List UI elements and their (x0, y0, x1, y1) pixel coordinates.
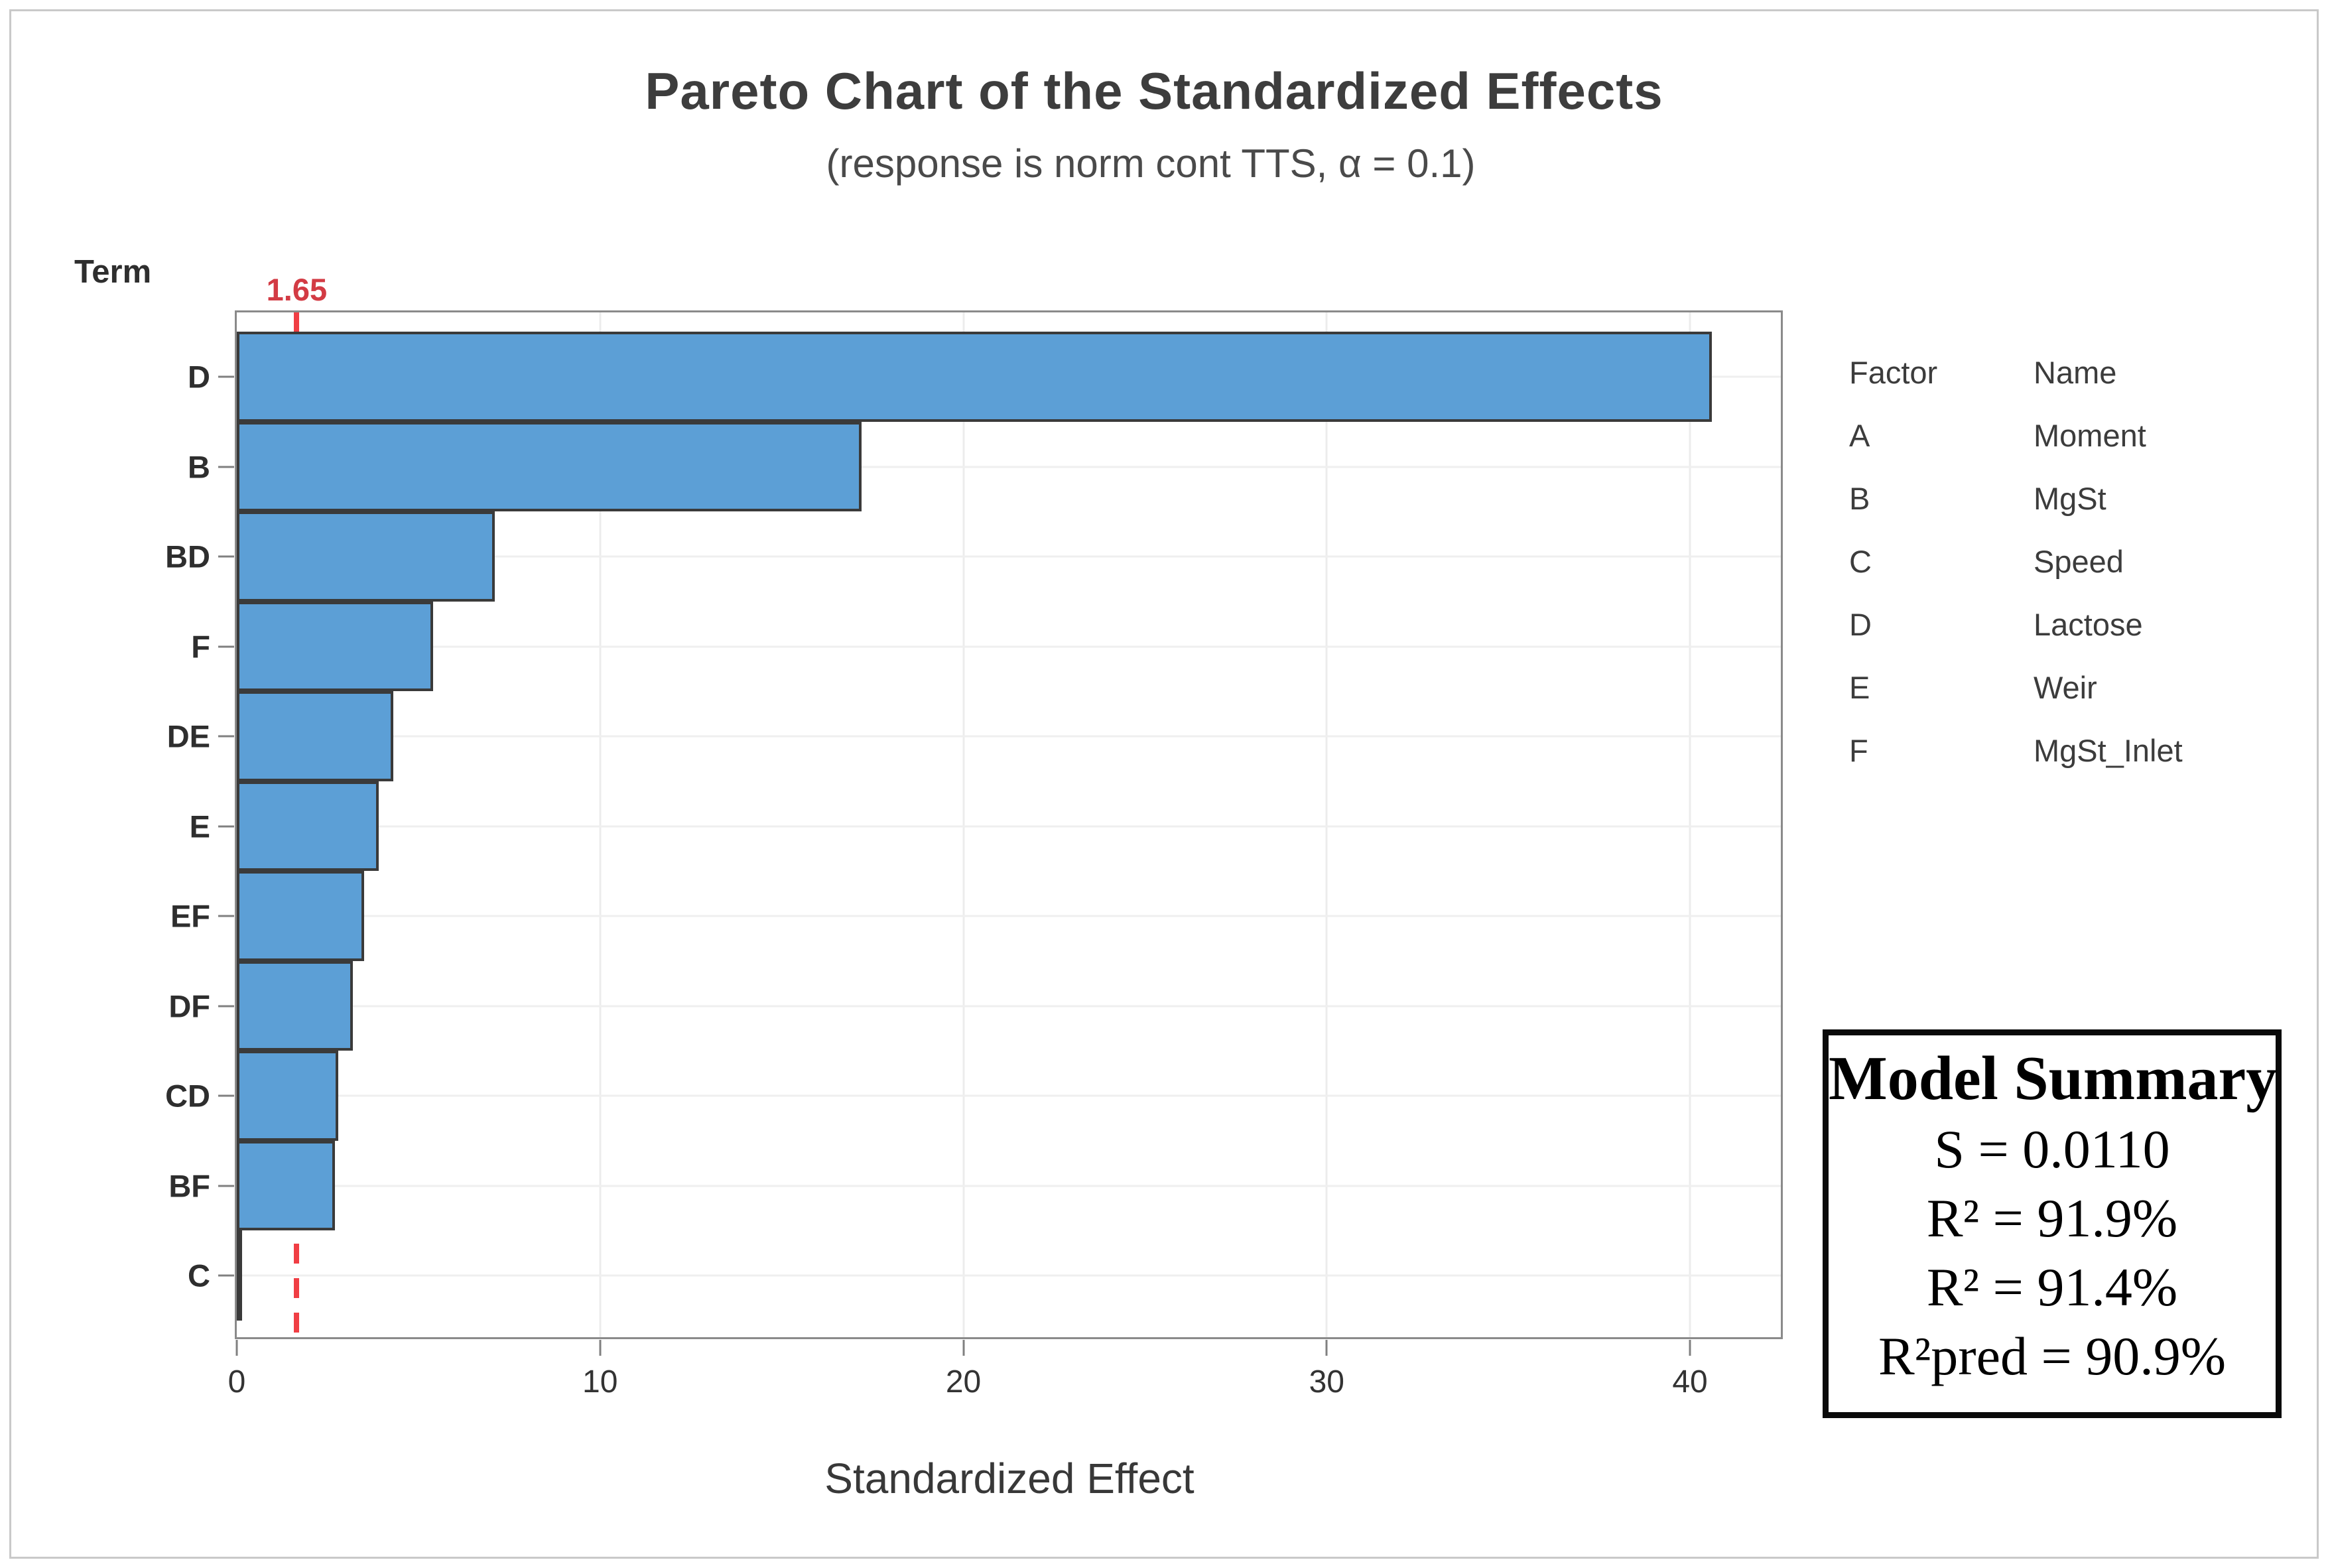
y-axis-tick (218, 555, 234, 558)
bar-C (237, 1230, 242, 1321)
model-summary-title: Model Summary (1829, 1044, 2278, 1113)
term-label-DE: DE (166, 718, 210, 754)
legend-factor-D: D (1849, 607, 1872, 642)
x-tick-label-0: 0 (227, 1364, 246, 1400)
horizontal-gridline (237, 555, 1781, 558)
horizontal-gridline (237, 645, 1781, 648)
reference-line-label: 1.65 (266, 272, 328, 307)
model-summary-line-3: R² = 91.4% (1926, 1257, 2178, 1317)
vertical-gridline (599, 312, 602, 1337)
x-tick-label-10: 10 (582, 1364, 618, 1400)
y-axis-tick (218, 1185, 234, 1187)
legend-header-name: Name (2034, 355, 2117, 390)
horizontal-gridline (237, 735, 1781, 738)
bar-row-E (237, 781, 1781, 872)
y-axis-tick (218, 1274, 234, 1277)
bar-CD (237, 1051, 339, 1141)
bar-row-BF (237, 1140, 1781, 1231)
y-axis-tick (218, 1005, 234, 1008)
y-axis-tick (218, 466, 234, 468)
y-axis-tick (218, 915, 234, 917)
x-axis-tick (962, 1340, 965, 1356)
term-label-DF: DF (168, 988, 210, 1024)
legend-name-B: MgSt (2034, 481, 2106, 516)
legend-name-A: Moment (2034, 418, 2146, 453)
x-axis-tick (1689, 1340, 1691, 1356)
vertical-gridline (962, 312, 965, 1337)
bar-D (237, 332, 1712, 422)
legend-factor-A: A (1849, 418, 1870, 453)
legend-factor-B: B (1849, 481, 1870, 516)
term-label-F: F (191, 629, 210, 665)
x-tick-label-20: 20 (945, 1364, 982, 1400)
term-label-C: C (188, 1258, 210, 1293)
term-label-CD: CD (165, 1078, 210, 1114)
term-label-EF: EF (170, 898, 210, 934)
legend-factor-F: F (1849, 733, 1868, 768)
vertical-gridline (1325, 312, 1328, 1337)
y-axis-tick (218, 645, 234, 648)
y-axis-title: Term (74, 254, 152, 290)
bar-row-BD (237, 511, 1781, 602)
bar-row-C (237, 1230, 1781, 1321)
y-axis-tick (218, 375, 234, 378)
bar-B (237, 421, 862, 512)
factor-legend-table: Factor Name A Moment B MgSt C Speed D Lactose E Wei… (1849, 341, 2183, 782)
legend-header-factor: Factor (1849, 355, 1938, 390)
horizontal-gridline (237, 1005, 1781, 1008)
x-axis-tick (235, 1340, 238, 1356)
vertical-gridline (1689, 312, 1691, 1337)
term-label-BF: BF (168, 1168, 210, 1204)
bar-EF (237, 871, 364, 961)
bar-row-DF (237, 960, 1781, 1051)
horizontal-gridline (237, 1094, 1781, 1097)
term-label-E: E (189, 809, 210, 844)
model-summary-box: Model Summary S = 0.0110 R² = 91.9% R² = 9… (1823, 1029, 2282, 1418)
term-label-B: B (188, 449, 210, 485)
term-label-D: D (188, 359, 210, 395)
x-axis-tick (1325, 1340, 1328, 1356)
model-summary-line-4: R²pred = 90.9% (1878, 1326, 2227, 1386)
bar-row-B (237, 421, 1781, 512)
legend-factor-E: E (1849, 670, 1870, 705)
x-tick-label-30: 30 (1309, 1364, 1344, 1400)
bar-row-EF (237, 871, 1781, 961)
bar-DE (237, 691, 393, 781)
y-axis-tick (218, 825, 234, 828)
bar-E (237, 781, 379, 872)
y-axis-tick (218, 1094, 234, 1097)
bar-row-D (237, 332, 1781, 422)
horizontal-gridline (237, 915, 1781, 917)
y-axis-tick (218, 735, 234, 738)
term-label-BD: BD (165, 539, 210, 574)
bar-F (237, 601, 433, 692)
page-title: Pareto Chart of the Standardized Effects (645, 62, 1663, 120)
bar-BF (237, 1140, 335, 1231)
legend-name-F: MgSt_Inlet (2034, 733, 2183, 768)
horizontal-gridline (237, 1274, 1781, 1277)
bar-DF (237, 960, 354, 1051)
bar-row-CD (237, 1051, 1781, 1141)
bar-BD (237, 511, 495, 602)
model-summary-line-1: S = 0.0110 (1934, 1119, 2170, 1179)
chart-subtitle: (response is norm cont TTS, α = 0.1) (826, 141, 1476, 186)
x-axis-title: Standardized Effect (824, 1455, 1195, 1502)
horizontal-gridline (237, 1185, 1781, 1187)
plot-area: 1.65 D B BD F DE E EF DF CD BF C 0 10 20 30 40 (165, 272, 1783, 1400)
legend-name-D: Lactose (2034, 607, 2143, 642)
horizontal-gridline (237, 825, 1781, 828)
legend-name-C: Speed (2034, 544, 2124, 579)
legend-name-E: Weir (2034, 670, 2097, 705)
horizontal-gridline (237, 466, 1781, 468)
model-summary-line-2: R² = 91.9% (1926, 1188, 2178, 1248)
bar-row-DE (237, 691, 1781, 781)
bar-row-F (237, 601, 1781, 692)
x-axis-tick (599, 1340, 602, 1356)
x-tick-label-40: 40 (1672, 1364, 1708, 1400)
legend-factor-C: C (1849, 544, 1872, 579)
